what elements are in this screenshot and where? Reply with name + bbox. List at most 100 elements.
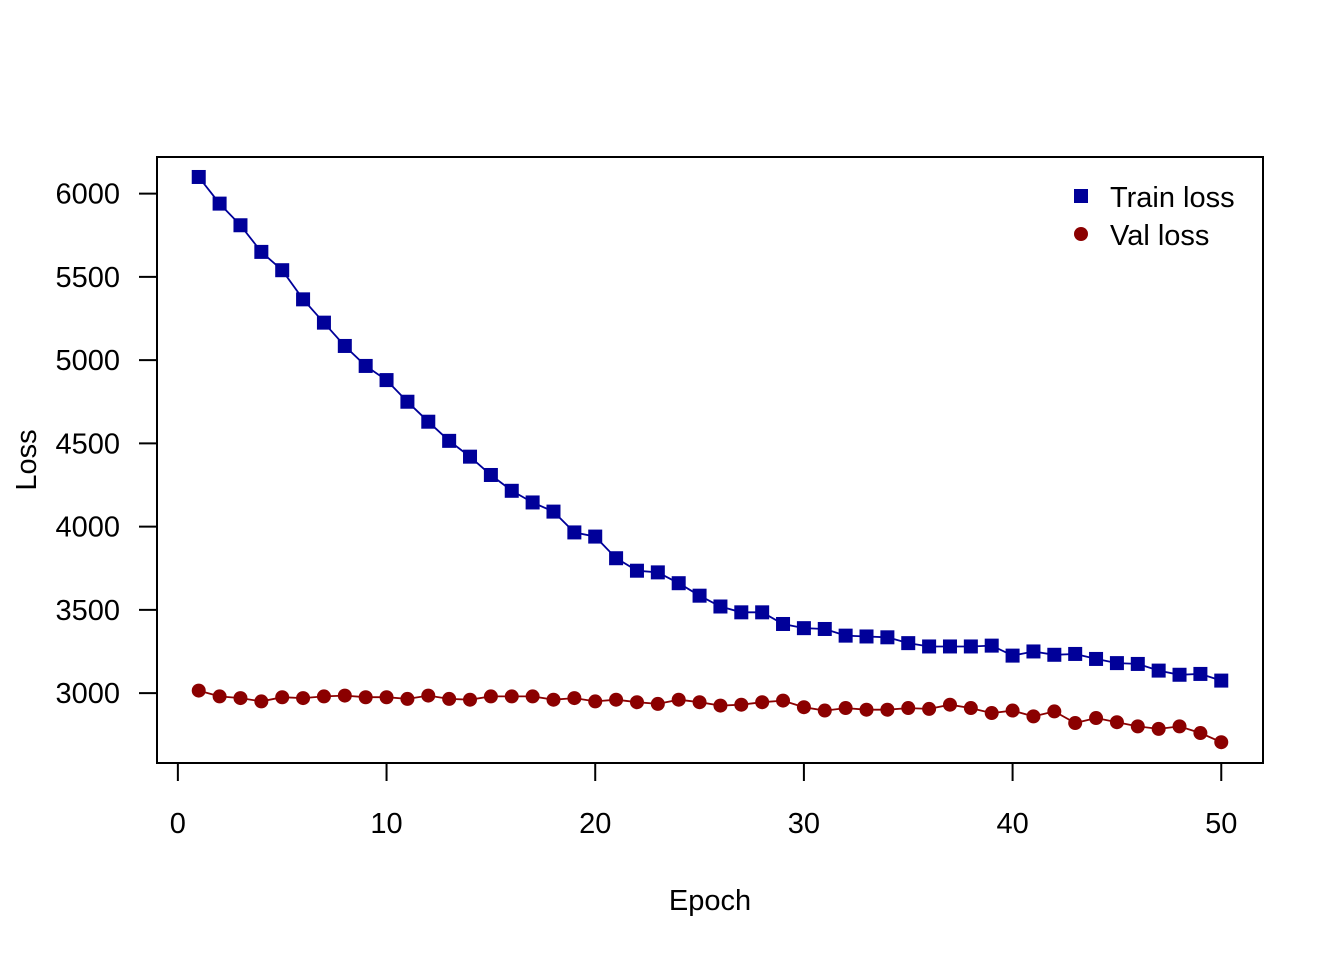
val-point	[358, 690, 373, 705]
train-point	[316, 315, 331, 330]
y-axis-label: Loss	[11, 429, 43, 490]
train-point	[483, 467, 498, 482]
series-line	[197, 176, 1222, 682]
legend-train-label: Train loss	[1110, 182, 1235, 214]
train-point	[713, 599, 728, 614]
train-point	[629, 563, 644, 578]
train-point	[901, 636, 916, 651]
val-point	[1005, 703, 1020, 718]
val-point	[1026, 709, 1041, 724]
val-point	[1130, 719, 1145, 734]
val-point	[254, 694, 269, 709]
val-point	[859, 702, 874, 717]
x-tick-label: 40	[996, 808, 1028, 840]
val-point	[1047, 704, 1062, 719]
train-point	[796, 621, 811, 636]
train-point	[463, 449, 478, 464]
val-point	[692, 695, 707, 710]
val-point	[379, 690, 394, 705]
x-tick-label: 30	[788, 808, 820, 840]
train-point	[504, 483, 519, 498]
val-point	[713, 698, 728, 713]
val-point	[1172, 719, 1187, 734]
train-point	[275, 263, 290, 278]
val-point	[609, 692, 624, 707]
y-tick-label: 3500	[55, 595, 120, 627]
val-point	[1214, 735, 1229, 750]
val-point	[942, 697, 957, 712]
train-point	[1193, 666, 1208, 681]
train-point	[379, 373, 394, 388]
train-point	[650, 565, 665, 580]
train-point	[880, 630, 895, 645]
train-point	[1089, 651, 1104, 666]
val-point	[400, 691, 415, 706]
train-point	[1005, 648, 1020, 663]
train-point	[922, 639, 937, 654]
y-tick-label: 6000	[55, 179, 120, 211]
y-tick-label: 4000	[55, 512, 120, 544]
train-point	[1151, 663, 1166, 678]
train-point	[838, 628, 853, 643]
x-tick-label: 50	[1205, 808, 1237, 840]
val-point	[546, 692, 561, 707]
val-point	[337, 688, 352, 703]
train-point	[963, 639, 978, 654]
val-point	[1151, 721, 1166, 736]
val-point	[901, 701, 916, 716]
x-tick-label: 10	[370, 808, 402, 840]
val-point	[776, 693, 791, 708]
train-point	[1130, 656, 1145, 671]
train-point	[567, 525, 582, 540]
val-point	[1068, 716, 1083, 731]
val-point	[817, 703, 832, 718]
train-point	[671, 576, 686, 591]
series-layer	[191, 169, 1229, 750]
val-point	[1089, 711, 1104, 726]
val-point	[984, 706, 999, 721]
val-point	[212, 689, 227, 704]
legend-train-marker	[1074, 189, 1088, 203]
train-point	[755, 605, 770, 620]
train-point	[525, 495, 540, 510]
val-point	[275, 690, 290, 705]
train-point	[1172, 667, 1187, 682]
train-point	[984, 638, 999, 653]
train-point	[776, 616, 791, 631]
train-point	[1026, 644, 1041, 659]
val-point	[421, 688, 436, 703]
series-val	[191, 683, 1229, 750]
val-point	[483, 689, 498, 704]
train-point	[859, 629, 874, 644]
val-point	[588, 694, 603, 709]
train-point	[191, 169, 206, 184]
train-point	[734, 605, 749, 620]
x-axis-label: Epoch	[669, 885, 751, 917]
x-axis: 0 10 20 30 40 50	[170, 762, 1237, 840]
train-point	[546, 504, 561, 519]
train-point	[817, 621, 832, 636]
train-point	[254, 244, 269, 259]
train-point	[400, 394, 415, 409]
val-point	[316, 689, 331, 704]
train-point	[692, 588, 707, 603]
val-point	[233, 691, 248, 706]
train-point	[421, 414, 436, 429]
val-point	[671, 692, 686, 707]
y-tick-label: 5000	[55, 345, 120, 377]
train-point	[358, 358, 373, 373]
train-point	[1214, 673, 1229, 688]
train-point	[1047, 647, 1062, 662]
val-point	[838, 701, 853, 716]
series-line	[198, 689, 1222, 744]
y-tick-label: 3000	[55, 678, 120, 710]
val-point	[525, 689, 540, 704]
val-point	[1109, 715, 1124, 730]
legend: Train loss Val loss	[1074, 182, 1235, 252]
val-point	[650, 696, 665, 711]
train-point	[442, 433, 457, 448]
train-point	[942, 639, 957, 654]
y-tick-label: 4500	[55, 428, 120, 460]
train-point	[1068, 646, 1083, 661]
